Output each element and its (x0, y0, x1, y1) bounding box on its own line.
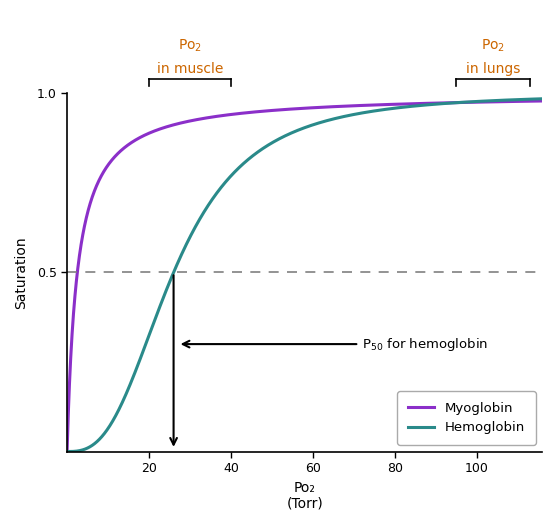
Myoglobin (282, 106, 289, 113)
Legend: Myoglobin, Hemoglobin: Myoglobin, Hemoglobin (397, 391, 536, 445)
Hemoglobin (539, 95, 546, 102)
Hemoglobin (438, 101, 444, 107)
Hemoglobin (88, 443, 94, 449)
Line: Myoglobin: Myoglobin (67, 101, 542, 452)
Text: in muscle: in muscle (157, 62, 223, 75)
Text: P$_{50}$ for hemoglobin: P$_{50}$ for hemoglobin (183, 336, 488, 352)
Hemoglobin (282, 132, 289, 139)
Myoglobin (438, 100, 444, 106)
Text: Po$_2$: Po$_2$ (481, 38, 505, 54)
Hemoglobin (525, 96, 532, 102)
Myoglobin (88, 197, 94, 203)
Y-axis label: Saturation: Saturation (15, 236, 29, 309)
Myoglobin (539, 98, 546, 104)
Hemoglobin (295, 127, 301, 133)
Myoglobin (295, 105, 301, 112)
X-axis label: Po₂
(Torr): Po₂ (Torr) (286, 481, 323, 511)
Hemoglobin (525, 96, 532, 102)
Text: in lungs: in lungs (466, 62, 520, 75)
Hemoglobin (64, 448, 70, 455)
Myoglobin (64, 448, 70, 455)
Text: Po$_2$: Po$_2$ (178, 38, 202, 54)
Myoglobin (525, 98, 532, 104)
Myoglobin (525, 98, 532, 104)
Line: Hemoglobin: Hemoglobin (67, 99, 542, 452)
